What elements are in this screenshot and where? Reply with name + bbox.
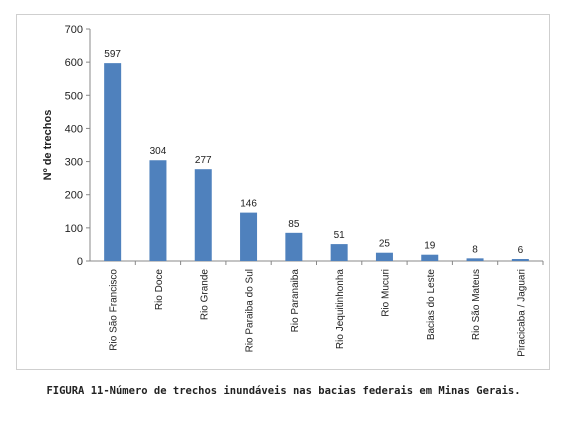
bar-chart: 0 100 200 300 400 500 600 700 Nº de trechos 597 Ri… xyxy=(42,24,544,357)
y-tick-label: 200 xyxy=(65,190,83,202)
x-tick-label: Bacias do Leste xyxy=(426,269,437,341)
bar-10 xyxy=(511,259,529,261)
chart-frame: 0 100 200 300 400 500 600 700 Nº de trechos 597 Ri… xyxy=(16,14,550,370)
bar-1 xyxy=(104,63,122,261)
x-tick-label: Rio Jequitinhonha xyxy=(335,269,346,349)
data-label: 85 xyxy=(288,219,300,230)
y-tick-label: 600 xyxy=(65,57,83,69)
y-axis-title: Nº de trechos xyxy=(42,110,54,181)
x-tick-label: Rio São Mateus xyxy=(471,269,482,340)
bar-4 xyxy=(240,212,258,261)
x-tick-label: Rio Doce xyxy=(154,269,165,311)
y-tick-label: 400 xyxy=(65,123,83,135)
x-tick-label: Rio Paranaiba xyxy=(290,269,301,333)
x-tick-label: Rio São Francisco xyxy=(109,269,120,351)
data-label: 146 xyxy=(240,199,257,210)
bar-3 xyxy=(194,169,212,261)
data-label: 25 xyxy=(379,239,391,250)
bar-6 xyxy=(330,244,348,261)
data-label: 6 xyxy=(518,245,524,256)
data-label: 19 xyxy=(424,241,436,252)
data-label: 597 xyxy=(104,49,121,60)
bar-9 xyxy=(466,258,484,261)
x-tick-label: Rio Paraiba do Sul xyxy=(245,269,256,352)
data-label: 277 xyxy=(195,155,212,166)
y-tick-label: 500 xyxy=(65,90,83,102)
y-tick-label: 0 xyxy=(77,256,83,268)
data-label: 8 xyxy=(472,244,478,255)
x-tick-label: Rio Grande xyxy=(199,269,210,321)
data-label: 304 xyxy=(150,146,167,157)
y-tick-label: 300 xyxy=(65,157,83,169)
y-tick-label: 700 xyxy=(65,24,83,36)
bar-5 xyxy=(285,232,303,261)
data-label: 51 xyxy=(334,230,346,241)
x-tick-label: Piracicaba / Jaguari xyxy=(516,269,527,357)
bar-2 xyxy=(149,160,167,261)
figure-caption: FIGURA 11-Número de trechos inundáveis n… xyxy=(46,385,521,397)
bar-8 xyxy=(421,254,439,261)
y-tick-label: 100 xyxy=(65,223,83,235)
x-tick-label: Rio Mucuri xyxy=(380,269,391,317)
bar-7 xyxy=(375,252,393,261)
